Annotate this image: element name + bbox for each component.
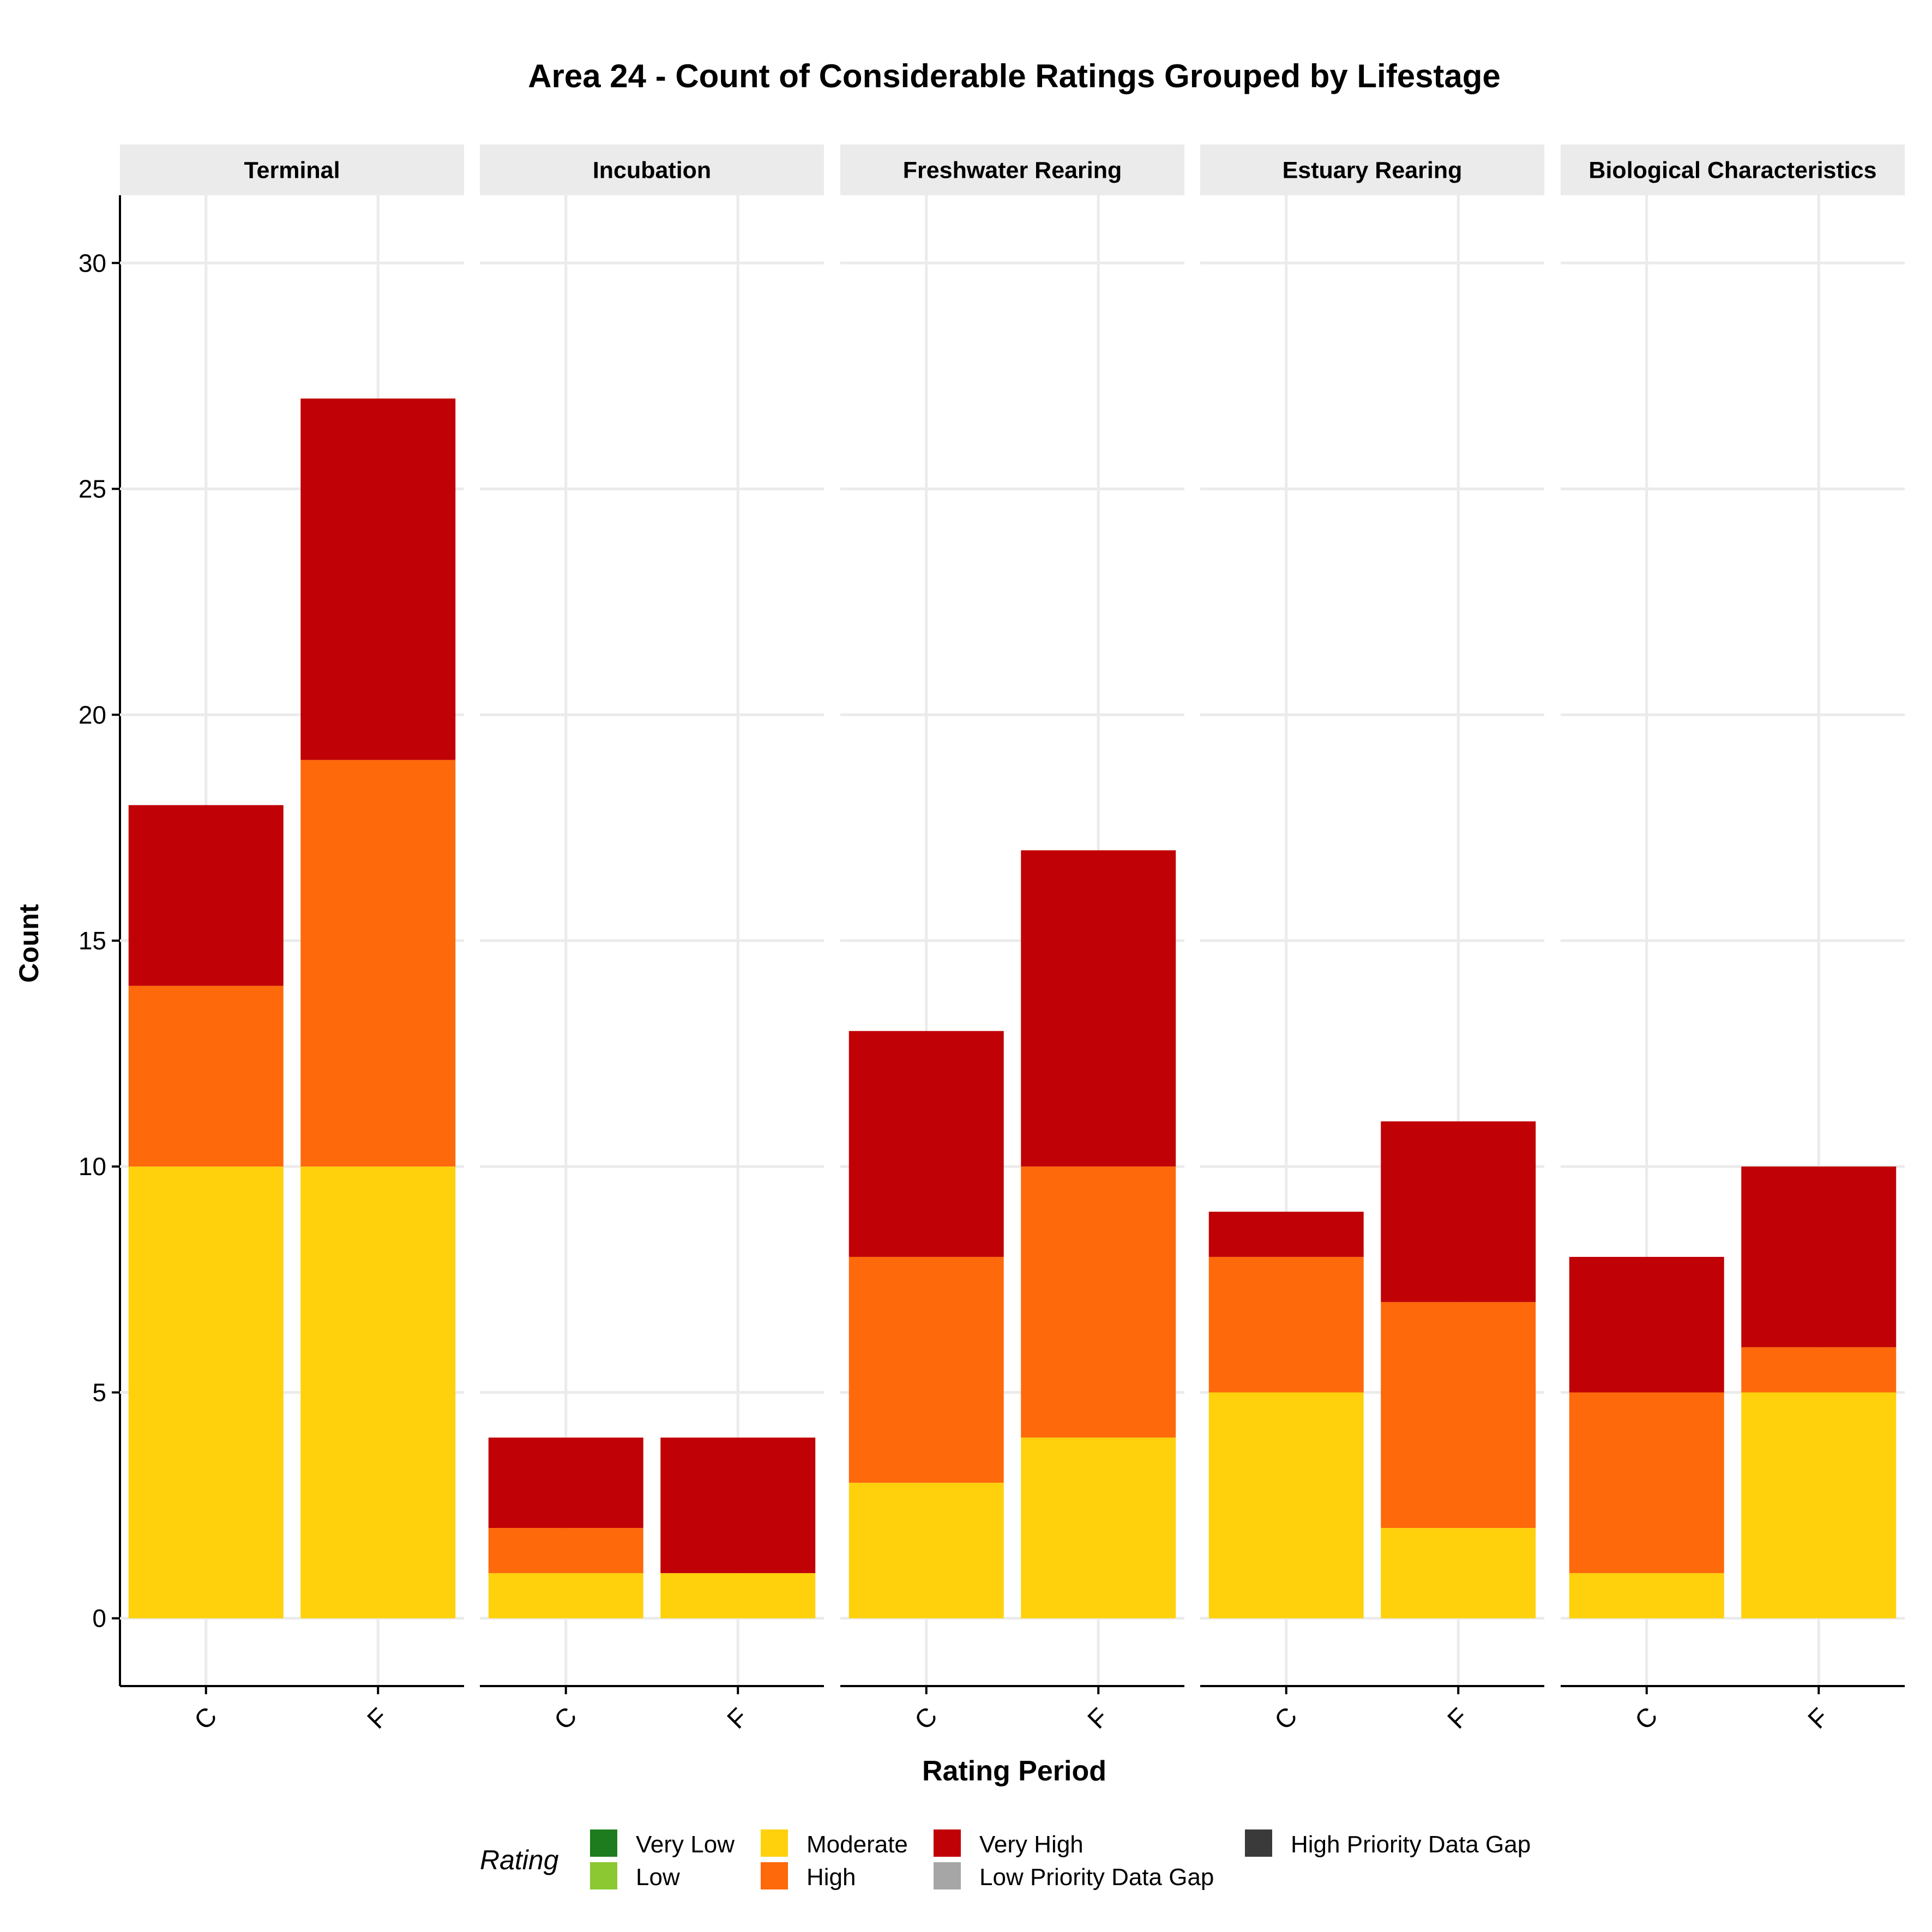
facet-label: Incubation xyxy=(593,158,711,184)
legend-swatch xyxy=(1245,1829,1272,1857)
bar-segment-moderate xyxy=(1381,1528,1536,1618)
bar-segment-moderate xyxy=(1741,1392,1897,1618)
bar-segment-moderate xyxy=(300,1166,456,1618)
x-tick-label: C xyxy=(909,1702,943,1736)
bar-segment-moderate xyxy=(128,1166,284,1618)
y-tick-label: 30 xyxy=(79,249,106,277)
y-tick-label: 5 xyxy=(92,1378,106,1406)
legend-label: High xyxy=(806,1864,856,1891)
bar-segment-moderate xyxy=(488,1573,643,1618)
legend-swatch xyxy=(934,1829,961,1857)
y-axis: 0 5 10 15 20 25 30 xyxy=(79,195,121,1686)
facet-label: Freshwater Rearing xyxy=(903,158,1122,184)
x-tick-label: F xyxy=(1803,1703,1834,1735)
legend-label: Low xyxy=(636,1864,680,1891)
bar-segment-high xyxy=(1208,1256,1364,1393)
legend-swatch xyxy=(761,1829,788,1857)
bar-segment-moderate xyxy=(848,1483,1004,1618)
x-tick-label: C xyxy=(1269,1702,1303,1736)
x-tick-label: F xyxy=(362,1703,394,1735)
facet-panel: Incubation C F xyxy=(480,145,824,1736)
y-tick-label: 10 xyxy=(79,1152,106,1181)
legend-label: Very Low xyxy=(636,1831,735,1858)
x-tick-label: F xyxy=(722,1703,754,1735)
x-tick-label: F xyxy=(1082,1703,1114,1735)
facet-strip xyxy=(120,145,464,195)
bar-segment-high xyxy=(1381,1302,1536,1528)
facet-strip xyxy=(840,145,1184,195)
bar-segment-high xyxy=(300,760,456,1167)
facet-strip xyxy=(1561,145,1905,195)
legend-label: Moderate xyxy=(806,1831,908,1858)
bar-segment-high xyxy=(848,1256,1004,1483)
bar-segment-moderate xyxy=(1208,1392,1364,1618)
bar-segment-very-high xyxy=(128,805,284,986)
bar-segment-very-high xyxy=(1208,1212,1364,1257)
bar-segment-very-high xyxy=(660,1437,816,1573)
facet-label: Biological Characteristics xyxy=(1588,158,1876,184)
legend-label: Very High xyxy=(979,1831,1084,1858)
x-tick-label: F xyxy=(1442,1703,1474,1735)
bar-segment-moderate xyxy=(1569,1573,1724,1618)
y-tick-label: 25 xyxy=(79,475,106,503)
bar-segment-moderate xyxy=(1021,1437,1176,1618)
bar-segment-very-high xyxy=(488,1437,643,1528)
bar-segment-very-high xyxy=(1569,1256,1724,1393)
x-tick-label: C xyxy=(189,1702,222,1736)
bar-segment-very-high xyxy=(1741,1166,1897,1347)
bar-segment-high xyxy=(1569,1392,1724,1573)
y-tick-label: 15 xyxy=(79,926,106,955)
x-axis-label: Rating Period xyxy=(922,1755,1106,1787)
bar-segment-high xyxy=(1021,1166,1176,1438)
legend-title: Rating xyxy=(480,1845,559,1875)
facet-label: Estuary Rearing xyxy=(1283,158,1462,184)
legend: Rating Very Low Low Moderate High Very High L… xyxy=(480,1829,1531,1891)
x-tick-label: C xyxy=(549,1702,582,1736)
bar-segment-high xyxy=(1741,1347,1897,1393)
legend-label: High Priority Data Gap xyxy=(1291,1831,1531,1858)
legend-swatch xyxy=(934,1862,961,1889)
x-tick-label: C xyxy=(1629,1702,1663,1736)
facet-panel: Terminal C F xyxy=(120,145,464,1736)
y-axis-label: Count xyxy=(14,904,44,983)
bar-segment-very-high xyxy=(1021,850,1176,1167)
facet-strip xyxy=(480,145,824,195)
facet-panel: Biological Characteristics C F xyxy=(1561,145,1905,1736)
bar-segment-very-high xyxy=(848,1031,1004,1257)
bar-segment-very-high xyxy=(1381,1121,1536,1302)
y-tick-label: 20 xyxy=(79,701,106,729)
bar-segment-high xyxy=(128,985,284,1167)
chart-title: Area 24 - Count of Considerable Ratings … xyxy=(528,58,1501,94)
facet-label: Terminal xyxy=(244,158,340,184)
legend-label: Low Priority Data Gap xyxy=(979,1864,1214,1891)
legend-swatch xyxy=(590,1862,617,1889)
facet-strip xyxy=(1200,145,1544,195)
legend-swatch xyxy=(761,1862,788,1889)
bar-segment-very-high xyxy=(300,398,456,760)
facet-panel: Freshwater Rearing C F xyxy=(840,145,1184,1736)
facet-panel: Estuary Rearing C F xyxy=(1200,145,1544,1736)
bar-segment-high xyxy=(488,1528,643,1573)
y-tick-label: 0 xyxy=(92,1604,106,1633)
bar-segment-moderate xyxy=(660,1573,816,1618)
legend-swatch xyxy=(590,1829,617,1857)
